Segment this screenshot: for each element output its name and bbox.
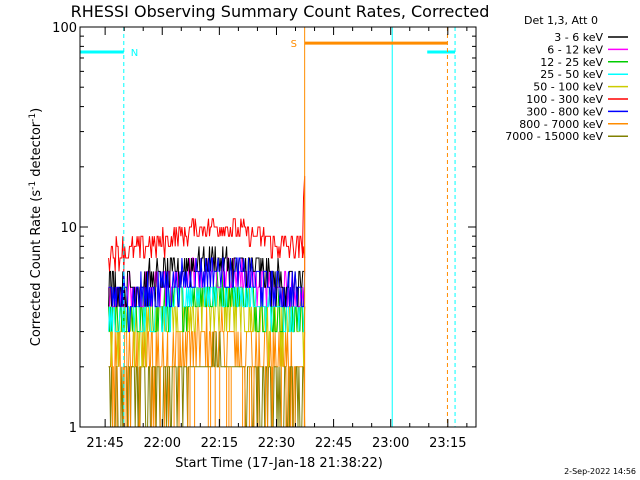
x-tick-label: 23:00 [372, 436, 409, 451]
y-axis-label-end: ) [29, 108, 44, 113]
x-tick-label: 22:00 [144, 436, 181, 451]
y-axis-label: Corrected Count Rate (s-1 detector-1) [28, 108, 44, 346]
chart-title: RHESSI Observing Summary Count Rates, Co… [71, 2, 490, 21]
legend-entry-label: 3 - 6 keV [554, 31, 603, 44]
night-label: N [131, 48, 138, 59]
series-trace [108, 286, 305, 333]
series-dropouts [111, 366, 305, 427]
timestamp: 2-Sep-2022 14:56 [564, 467, 636, 476]
x-tick-label: 23:15 [429, 436, 466, 451]
legend-entry-label: 100 - 300 keV [526, 93, 603, 106]
x-axis-label: Start Time (17-Jan-18 21:38:22) [175, 456, 383, 471]
y-tick-label: 10 [60, 221, 77, 236]
series-trace [108, 218, 306, 272]
legend-entry-label: 50 - 100 keV [533, 81, 603, 94]
y-axis-label-main: Corrected Count Rate (s [29, 190, 44, 347]
saa-label: S [291, 39, 297, 50]
x-tick-label: 22:30 [258, 436, 295, 451]
y-axis-label-mid: detector [29, 121, 44, 181]
y-axis-label-sup1: -1 [28, 181, 38, 190]
legend-entry-label: 300 - 800 keV [526, 105, 603, 118]
legend-entry-label: 800 - 7000 keV [519, 118, 603, 131]
legend-entry-label: 6 - 12 keV [547, 43, 603, 56]
series-trace [108, 257, 306, 333]
legend-entry-label: 25 - 50 keV [540, 68, 603, 81]
legend-entry-label: 12 - 25 keV [540, 56, 603, 69]
x-tick-label: 21:45 [86, 436, 123, 451]
x-tick-label: 22:45 [315, 436, 352, 451]
y-tick-label: 1 [69, 421, 77, 436]
y-tick-label: 100 [52, 21, 77, 36]
y-axis-label-sup2: -1 [28, 113, 38, 122]
x-tick-label: 22:15 [201, 436, 238, 451]
legend-entry-label: 7000 - 15000 keV [505, 130, 603, 143]
legend-title: Det 1,3, Att 0 [524, 14, 598, 27]
